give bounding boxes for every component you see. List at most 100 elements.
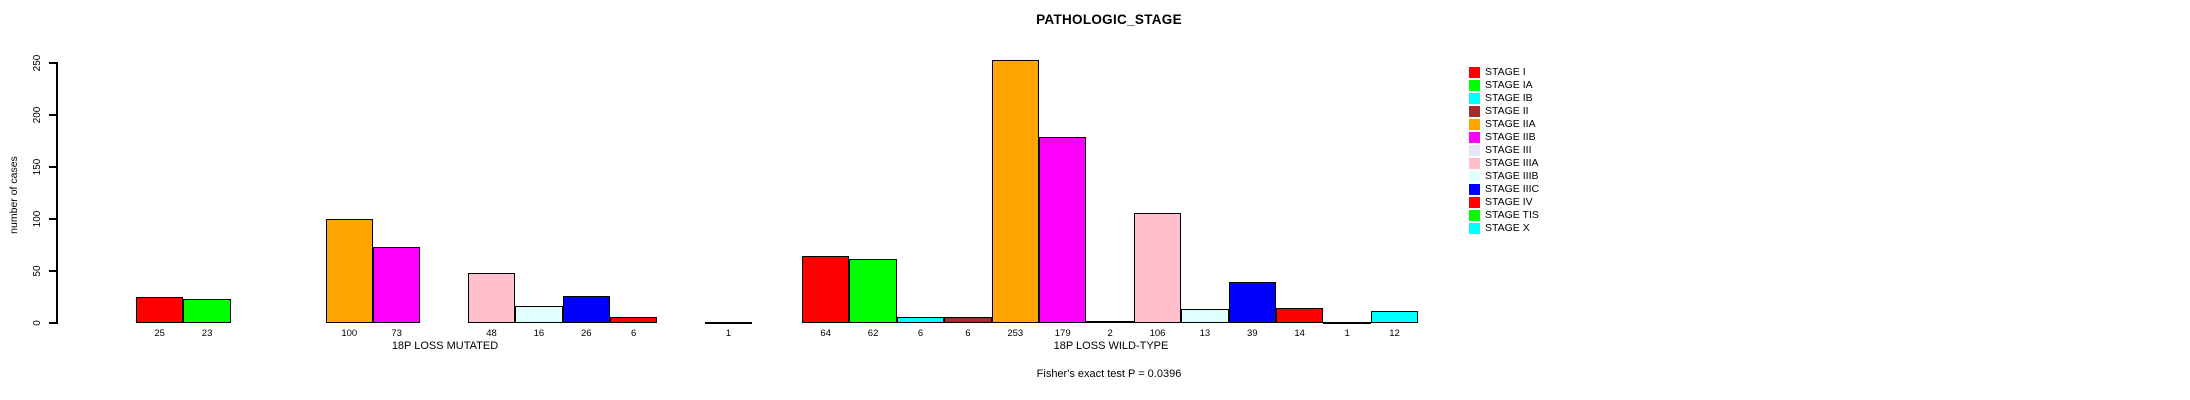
- y-tick-200: [49, 114, 57, 116]
- bar-value-label-stage-i: 64: [820, 328, 831, 339]
- bar-stage-ia: [183, 299, 231, 323]
- legend-label-stage-iiic: STAGE IIIC: [1485, 183, 1540, 195]
- y-axis-line: [56, 62, 58, 324]
- fisher-test-annotation: Fisher's exact test P = 0.0396: [1036, 368, 1182, 380]
- bar-stage-iia: [325, 219, 373, 323]
- legend-item-stage-iv: STAGE IV: [1469, 196, 1539, 209]
- bar-stage-iiib: [1181, 309, 1229, 323]
- legend-swatch-stage-ib: [1469, 93, 1480, 104]
- bar-stage-i: [136, 297, 184, 323]
- y-tick-250: [49, 62, 57, 64]
- legend-item-stage-ib: STAGE IB: [1469, 92, 1539, 105]
- y-tick-label-0: 0: [32, 320, 43, 326]
- bar-stage-ib: [896, 317, 945, 323]
- bar-value-label-stage-iiib: 16: [533, 328, 545, 339]
- bar-stage-ii: [944, 317, 992, 323]
- bar-value-label-stage-x: 1: [725, 328, 732, 339]
- legend-label-stage-iia: STAGE IIA: [1485, 118, 1536, 130]
- bar-value-label-stage-i: 25: [154, 328, 165, 339]
- bar-value-label-stage-iia: 253: [1007, 328, 1024, 339]
- legend-swatch-stage-iiic: [1469, 184, 1480, 195]
- y-tick-label-100: 100: [32, 210, 43, 228]
- bar-stage-iv: [610, 317, 658, 323]
- legend-swatch-stage-ii: [1469, 106, 1480, 117]
- bar-stage-i: [802, 256, 850, 323]
- chart-title: PATHOLOGIC_STAGE: [1036, 12, 1182, 27]
- bar-value-label-stage-iib: 179: [1054, 328, 1071, 339]
- legend-swatch-stage-ia: [1469, 80, 1480, 91]
- legend-item-stage-iiic: STAGE IIIC: [1469, 183, 1539, 196]
- bar-value-label-stage-ii: 6: [965, 328, 971, 339]
- bar-stage-iiic: [1228, 282, 1276, 323]
- bar-stage-ia: [849, 259, 897, 323]
- legend-swatch-stage-iib: [1469, 132, 1480, 143]
- legend-item-stage-ii: STAGE II: [1469, 105, 1539, 118]
- bar-value-label-stage-iv: 6: [631, 328, 637, 339]
- bar-stage-iiic: [562, 296, 610, 323]
- bar-stage-iib: [1039, 137, 1087, 323]
- x-axis-group-label-wild-type: 18P LOSS WILD-TYPE: [1053, 340, 1169, 352]
- legend-item-stage-ia: STAGE IA: [1469, 79, 1539, 92]
- y-tick-100: [49, 218, 57, 220]
- legend-swatch-stage-iiib: [1469, 171, 1480, 182]
- bar-value-label-stage-ib: 6: [917, 328, 924, 339]
- bar-stage-iia: [991, 60, 1039, 323]
- legend-label-stage-iv: STAGE IV: [1485, 196, 1533, 208]
- legend-label-stage-tis: STAGE TIS: [1485, 209, 1539, 221]
- legend-label-stage-iiia: STAGE IIIA: [1485, 157, 1539, 169]
- y-tick-150: [49, 166, 57, 168]
- legend-item-stage-iiia: STAGE IIIA: [1469, 157, 1539, 170]
- legend-swatch-stage-i: [1469, 67, 1480, 78]
- y-tick-50: [49, 270, 57, 272]
- bar-value-label-stage-iia: 100: [341, 328, 358, 339]
- bar-stage-iii: [1086, 321, 1134, 323]
- bar-value-label-stage-iib: 73: [391, 328, 402, 339]
- bar-value-label-stage-ia: 23: [201, 328, 213, 339]
- legend-label-stage-iiib: STAGE IIIB: [1485, 170, 1539, 182]
- y-axis-title: number of cases: [8, 156, 20, 234]
- bar-stage-iv: [1276, 308, 1324, 323]
- bar-stage-iiib: [515, 306, 563, 323]
- legend-label-stage-iib: STAGE IIB: [1485, 131, 1536, 143]
- legend-label-stage-iii: STAGE III: [1485, 144, 1532, 156]
- legend-swatch-stage-tis: [1469, 210, 1480, 221]
- bar-stage-x: [704, 322, 753, 324]
- legend-item-stage-iib: STAGE IIB: [1469, 131, 1539, 144]
- bar-value-label-stage-iiia: 106: [1149, 328, 1166, 339]
- bar-stage-iiia: [1133, 213, 1182, 323]
- legend-item-stage-iia: STAGE IIA: [1469, 118, 1539, 131]
- bar-value-label-stage-iii: 2: [1107, 328, 1113, 339]
- bar-value-label-stage-iiib: 13: [1199, 328, 1211, 339]
- bar-stage-iiia: [467, 273, 516, 323]
- bar-value-label-stage-ia: 62: [867, 328, 879, 339]
- legend-swatch-stage-iii: [1469, 145, 1480, 156]
- legend-label-stage-i: STAGE I: [1485, 66, 1526, 78]
- legend-item-stage-iii: STAGE III: [1469, 144, 1539, 157]
- y-tick-label-200: 200: [32, 106, 43, 124]
- legend-swatch-stage-iiia: [1469, 158, 1480, 169]
- y-tick-label-250: 250: [32, 54, 43, 72]
- legend-item-stage-tis: STAGE TIS: [1469, 209, 1539, 222]
- legend-label-stage-x: STAGE X: [1485, 222, 1530, 234]
- bar-value-label-stage-tis: 1: [1344, 328, 1350, 339]
- y-tick-label-150: 150: [32, 158, 43, 176]
- bar-value-label-stage-iiia: 48: [486, 328, 497, 339]
- stage-legend: STAGE I STAGE IA STAGE IB STAGE II STAGE IIA…: [1469, 66, 1539, 235]
- bar-value-label-stage-iv: 14: [1294, 328, 1305, 339]
- legend-swatch-stage-iia: [1469, 119, 1480, 130]
- x-axis-group-label-mutated: 18P LOSS MUTATED: [391, 340, 499, 352]
- bar-stage-x: [1370, 311, 1419, 323]
- legend-item-stage-iiib: STAGE IIIB: [1469, 170, 1539, 183]
- legend-label-stage-ib: STAGE IB: [1485, 92, 1533, 104]
- legend-swatch-stage-x: [1469, 223, 1480, 234]
- legend-label-stage-ii: STAGE II: [1485, 105, 1529, 117]
- bar-value-label-stage-x: 12: [1389, 328, 1400, 339]
- legend-item-stage-x: STAGE X: [1469, 222, 1539, 235]
- bar-value-label-stage-iiic: 26: [581, 328, 592, 339]
- bar-value-label-stage-iiic: 39: [1247, 328, 1258, 339]
- bar-stage-iib: [373, 247, 421, 323]
- legend-item-stage-i: STAGE I: [1469, 66, 1539, 79]
- bar-stage-tis: [1323, 322, 1371, 324]
- legend-label-stage-ia: STAGE IA: [1485, 79, 1533, 91]
